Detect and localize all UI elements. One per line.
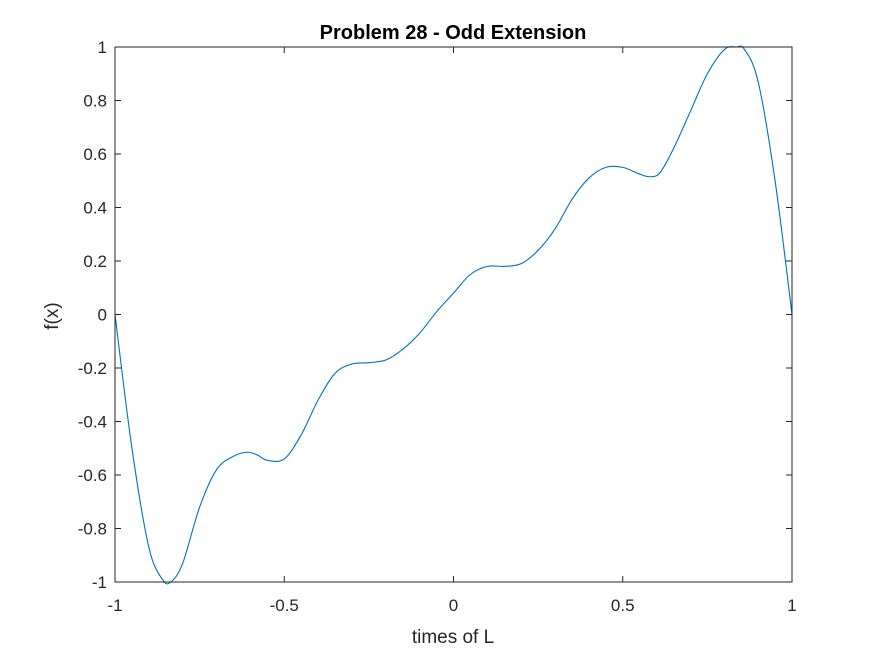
y-tick-label: -0.2 [78,359,107,378]
y-tick-label: 0.4 [83,199,107,218]
x-tick-label: 1 [787,596,796,615]
y-tick-label: -0.8 [78,520,107,539]
y-tick-label: 0.2 [83,252,107,271]
axes: -1 -0.5 0 0.5 1 -1 -0.8 -0.6 -0.4 -0.2 0 0.2 0.4 0.6 0… [78,38,797,615]
x-tick-label: -0.5 [270,596,299,615]
axes-box [114,46,793,583]
x-tick-label: -1 [107,596,122,615]
chart-title: Problem 28 - Odd Extension [320,22,587,44]
y-tick-label: 0.6 [83,145,107,164]
y-tick-label: -0.6 [78,466,107,485]
x-tick-label: 0 [449,596,458,615]
y-tick-label: 0.8 [83,92,107,111]
plot-area [114,45,793,585]
y-tick-label: 1 [98,38,107,57]
y-tick-label: -0.4 [78,413,107,432]
y-axis-label: f(x) [42,302,63,329]
y-tick-label: -1 [92,573,107,592]
y-tick-label: 0 [98,306,107,325]
x-axis-label: times of L [412,627,494,648]
x-tick-label: 0.5 [611,596,635,615]
series-line-0 [114,45,793,585]
